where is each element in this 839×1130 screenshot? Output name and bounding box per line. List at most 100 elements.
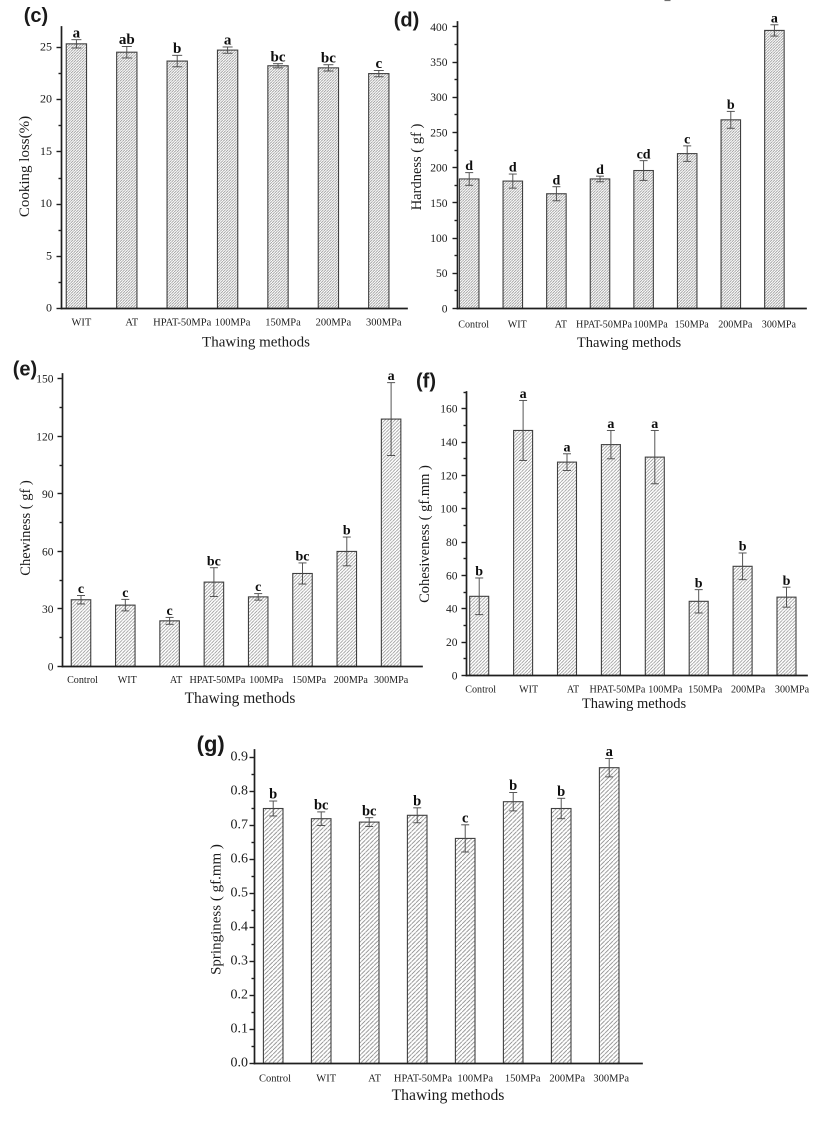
svg-text:100MPa: 100MPa — [457, 1074, 493, 1085]
svg-text:350: 350 — [430, 57, 448, 69]
svg-text:15: 15 — [40, 144, 52, 158]
svg-text:Cohesiveness ( gf.mm ): Cohesiveness ( gf.mm ) — [417, 465, 433, 603]
svg-text:b: b — [739, 540, 747, 555]
svg-text:60: 60 — [42, 546, 54, 558]
svg-text:Control: Control — [458, 320, 489, 331]
svg-text:0.9: 0.9 — [231, 750, 249, 765]
svg-text:a: a — [224, 33, 232, 49]
svg-text:bc: bc — [207, 554, 221, 569]
svg-text:d: d — [465, 159, 473, 174]
svg-text:HPAT-50MPa: HPAT-50MPa — [153, 318, 211, 329]
svg-text:AT: AT — [567, 685, 579, 696]
svg-text:b: b — [557, 784, 565, 800]
svg-text:300MPa: 300MPa — [366, 318, 402, 329]
svg-text:150MPa: 150MPa — [688, 685, 723, 696]
svg-text:HPAT-50MPa: HPAT-50MPa — [589, 685, 645, 696]
svg-text:(g): (g) — [197, 732, 225, 757]
svg-text:b: b — [727, 98, 735, 113]
svg-text:c: c — [78, 582, 84, 597]
svg-text:b: b — [695, 576, 703, 591]
svg-text:120: 120 — [36, 431, 54, 443]
svg-text:300: 300 — [430, 92, 448, 104]
svg-text:a: a — [606, 744, 614, 760]
svg-text:a: a — [388, 369, 395, 384]
svg-text:c: c — [375, 56, 382, 72]
svg-text:300MPa: 300MPa — [374, 675, 409, 686]
svg-text:b: b — [509, 778, 517, 794]
svg-text:a: a — [771, 11, 778, 26]
svg-text:0: 0 — [46, 301, 52, 315]
svg-text:Control: Control — [465, 685, 496, 696]
svg-text:5: 5 — [46, 248, 52, 262]
svg-text:150: 150 — [430, 198, 448, 210]
svg-text:c: c — [166, 604, 172, 619]
svg-text:a: a — [651, 417, 658, 432]
svg-text:100: 100 — [440, 504, 458, 516]
svg-text:d: d — [553, 173, 561, 188]
svg-text:(f): (f) — [416, 371, 436, 393]
svg-text:0.6: 0.6 — [231, 852, 249, 867]
svg-text:c: c — [122, 586, 128, 601]
svg-text:100MPa: 100MPa — [633, 320, 668, 331]
svg-text:d: d — [509, 161, 517, 176]
svg-text:b: b — [269, 787, 277, 803]
svg-text:WIT: WIT — [508, 320, 527, 331]
svg-text:90: 90 — [42, 489, 54, 501]
svg-text:200MPa: 200MPa — [334, 675, 369, 686]
svg-text:Thawing methods: Thawing methods — [577, 335, 682, 351]
svg-text:100: 100 — [430, 233, 448, 245]
svg-text:250: 250 — [430, 127, 448, 139]
svg-text:Thawing methods: Thawing methods — [202, 335, 310, 351]
svg-text:40: 40 — [446, 604, 458, 616]
svg-text:150MPa: 150MPa — [505, 1074, 541, 1085]
svg-text:(d): (d) — [394, 10, 420, 32]
svg-text:Chewiness ( gf ): Chewiness ( gf ) — [18, 480, 34, 576]
svg-text:0.5: 0.5 — [231, 886, 249, 901]
svg-text:(c): (c) — [24, 5, 48, 27]
svg-text:200MPa: 200MPa — [316, 318, 352, 329]
svg-text:(e): (e) — [13, 359, 37, 381]
svg-text:30: 30 — [42, 604, 54, 616]
svg-text:0.0: 0.0 — [231, 1056, 249, 1071]
svg-text:Control: Control — [259, 1074, 291, 1085]
svg-text:b: b — [173, 41, 181, 57]
svg-text:WIT: WIT — [71, 318, 91, 329]
svg-text:10: 10 — [40, 196, 52, 210]
svg-text:100MPa: 100MPa — [648, 685, 683, 696]
svg-text:0.8: 0.8 — [231, 784, 249, 799]
svg-text:b: b — [783, 574, 791, 589]
svg-text:400: 400 — [430, 22, 448, 34]
svg-text:0: 0 — [452, 670, 458, 682]
svg-text:Springiness ( gf.mm ): Springiness ( gf.mm ) — [209, 844, 225, 975]
svg-text:bc: bc — [362, 803, 377, 819]
svg-text:140: 140 — [440, 437, 458, 449]
svg-text:0.7: 0.7 — [231, 818, 249, 833]
svg-text:AT: AT — [125, 318, 138, 329]
svg-text:Thawing methods: Thawing methods — [185, 690, 296, 707]
svg-text:0.2: 0.2 — [231, 988, 249, 1003]
svg-text:HPAT-50MPa: HPAT-50MPa — [189, 675, 245, 686]
svg-text:150MPa: 150MPa — [292, 675, 327, 686]
svg-text:Control: Control — [67, 675, 98, 686]
svg-text:0.1: 0.1 — [231, 1022, 249, 1037]
svg-text:AT: AT — [368, 1074, 381, 1085]
svg-text:HPAT-50MPa: HPAT-50MPa — [394, 1074, 452, 1085]
svg-text:0.4: 0.4 — [231, 920, 249, 935]
svg-text:a: a — [564, 440, 571, 455]
svg-text:Cooking loss(%): Cooking loss(%) — [17, 116, 33, 217]
svg-text:120: 120 — [440, 470, 458, 482]
svg-text:d: d — [596, 163, 604, 178]
svg-text:b: b — [343, 524, 351, 539]
svg-text:60: 60 — [446, 570, 458, 582]
svg-text:bc: bc — [314, 798, 329, 814]
svg-text:25: 25 — [40, 40, 52, 54]
svg-text:20: 20 — [40, 92, 52, 106]
svg-text:Hardness ( gf ): Hardness ( gf ) — [409, 124, 425, 211]
svg-text:a: a — [73, 25, 81, 41]
svg-text:c: c — [255, 580, 261, 595]
svg-text:Thawing methods: Thawing methods — [392, 1087, 505, 1104]
svg-text:c: c — [462, 810, 469, 826]
svg-text:0: 0 — [48, 661, 54, 673]
svg-text:WIT: WIT — [118, 675, 137, 686]
svg-text:AT: AT — [555, 320, 567, 331]
